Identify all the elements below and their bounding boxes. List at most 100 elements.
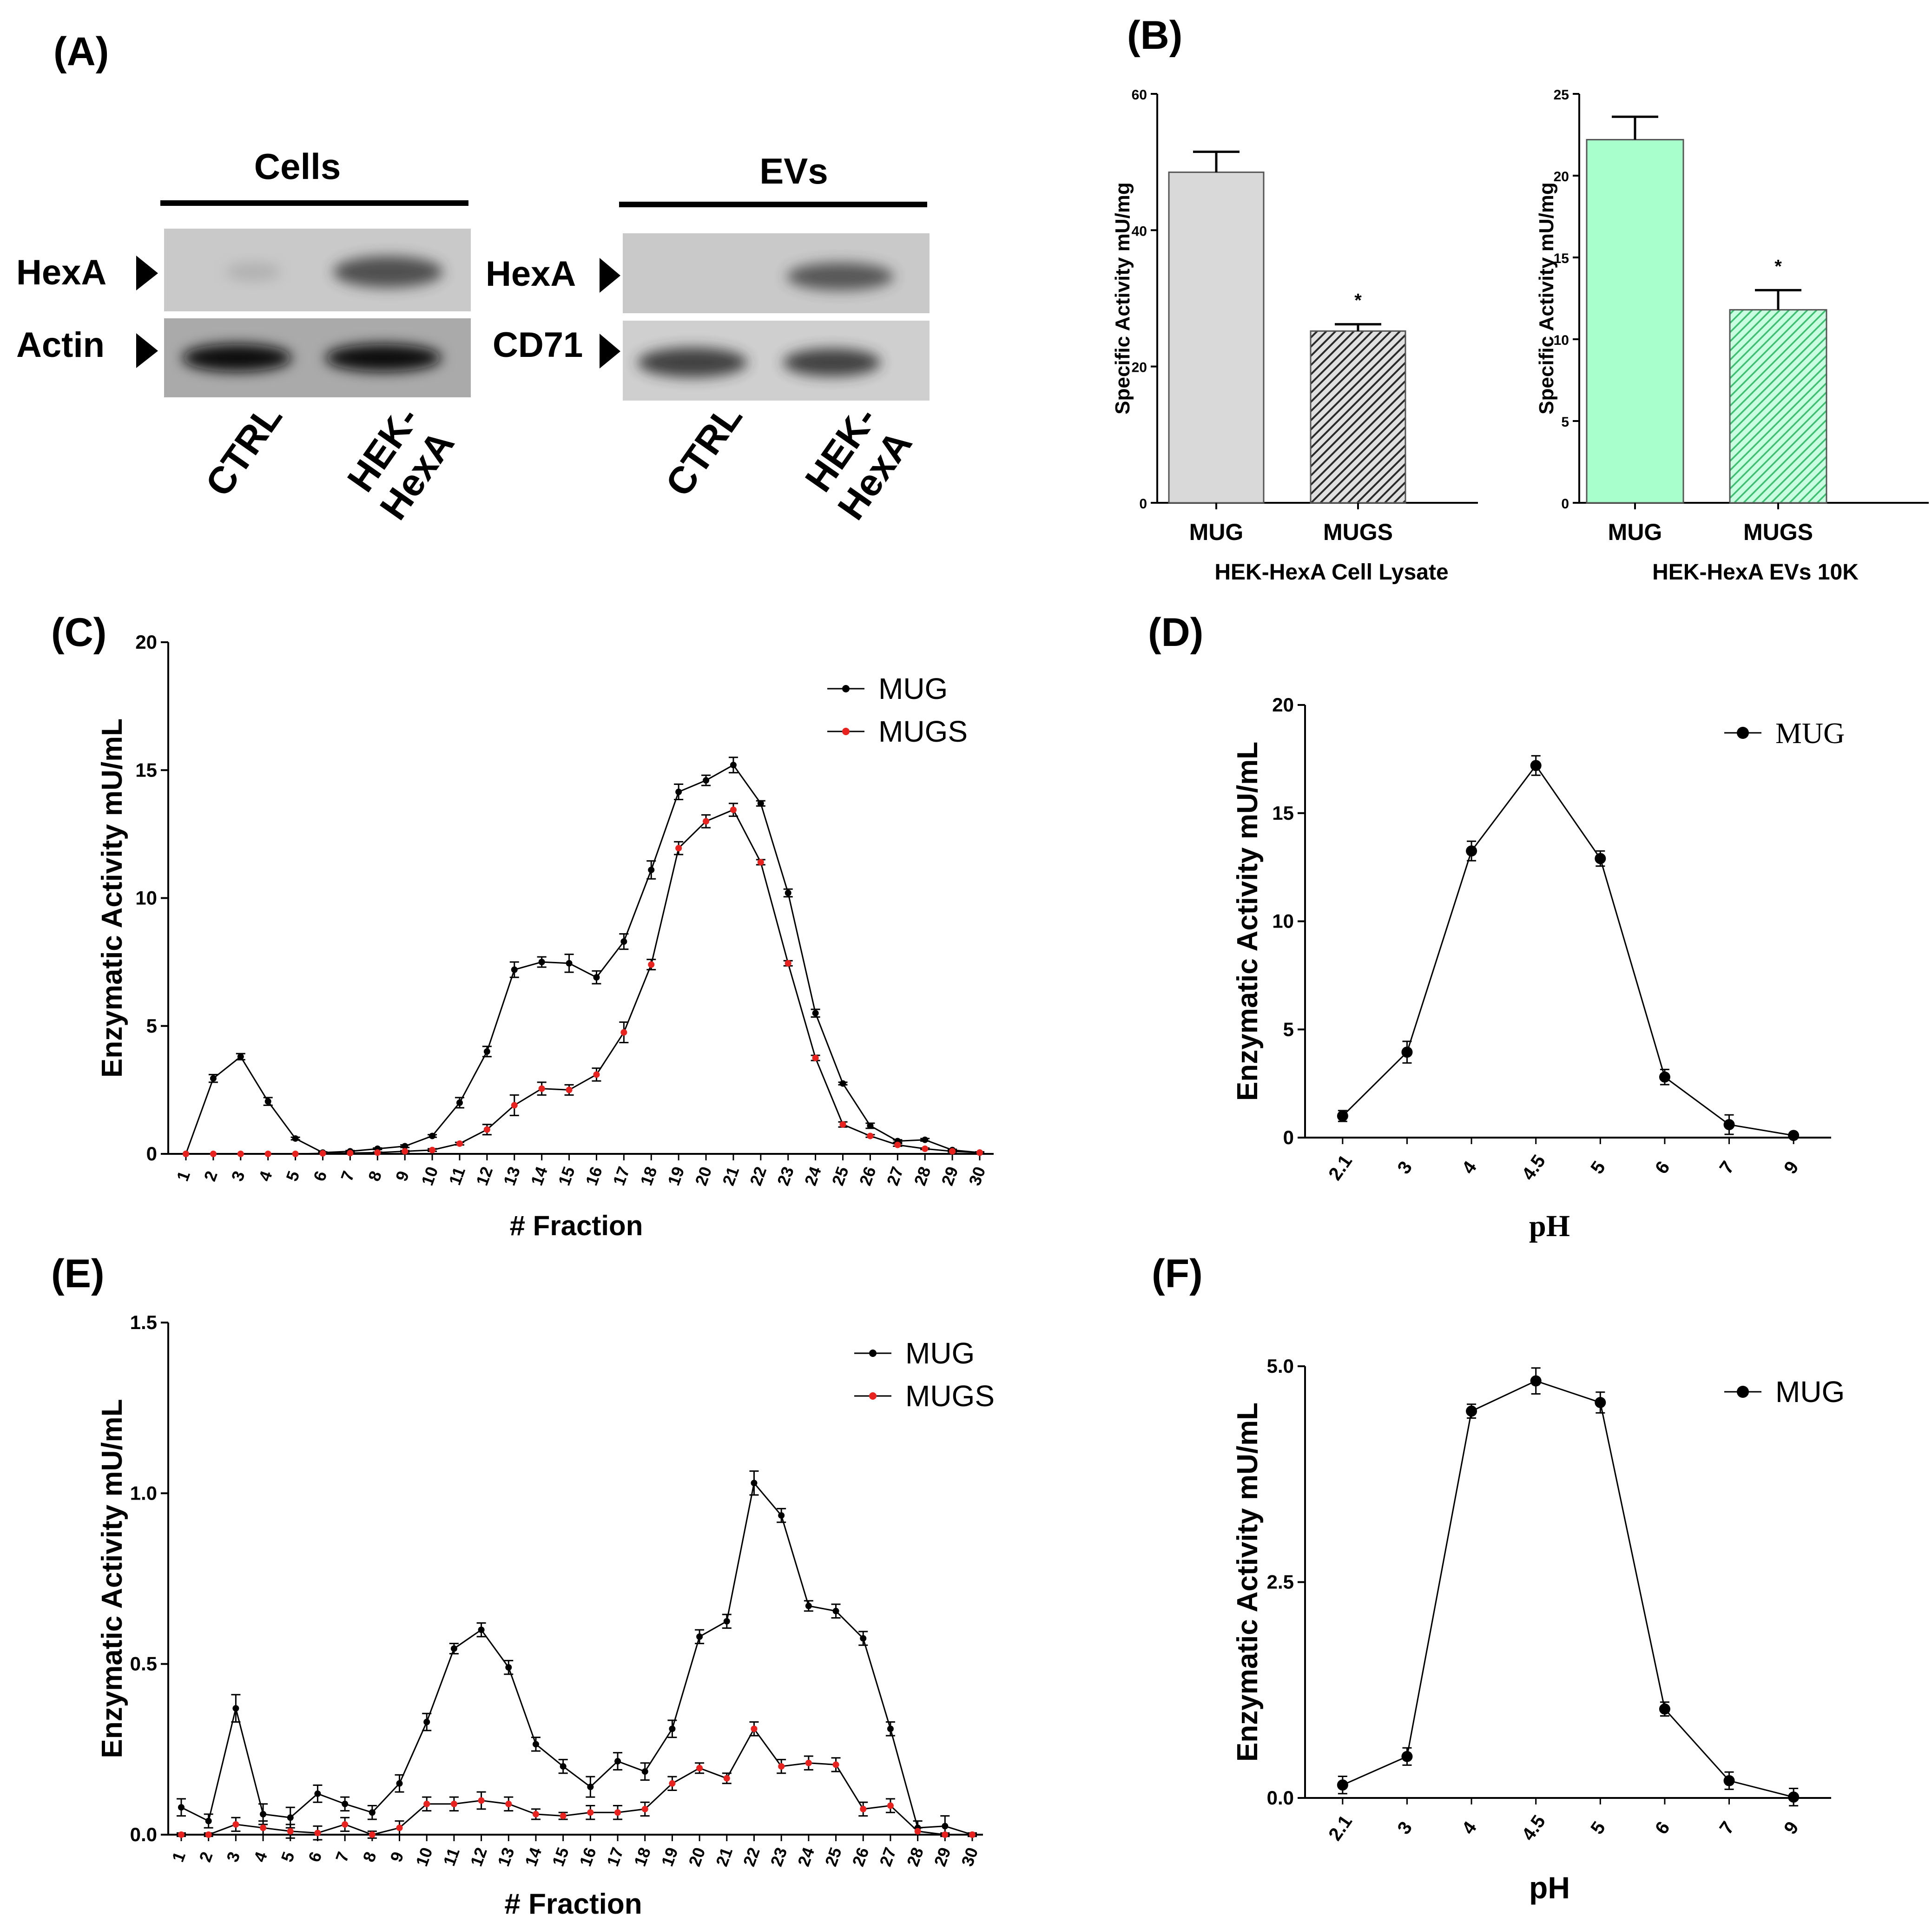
- data-point-mug: [696, 1633, 703, 1640]
- x-tick-label: 4: [255, 1168, 276, 1184]
- chart-b-evs-10k: 0 5 10 15 20 25 MUG * MUGS HEK-HexA EVs 10K Specif…: [1535, 87, 1929, 585]
- y-tick-label: 0: [1139, 496, 1147, 512]
- data-point-mug: [620, 938, 627, 945]
- data-point-mug: [1595, 1397, 1606, 1409]
- data-point-mugs: [483, 1126, 490, 1133]
- panel-e-label: (E): [51, 1251, 105, 1296]
- x-tick-label: 21: [712, 1845, 736, 1869]
- panel-a-label: (A): [53, 29, 109, 74]
- data-point-mug: [560, 1763, 567, 1770]
- y-tick-label: 15: [1554, 251, 1569, 266]
- data-point-mug: [593, 974, 600, 981]
- data-point-mug: [205, 1817, 212, 1824]
- data-point-mug: [423, 1718, 430, 1725]
- y-axis-title: Specific Activity mU/mg: [1535, 182, 1558, 415]
- x-tick-label: 9: [392, 1168, 413, 1184]
- evs-title: EVs: [759, 151, 828, 191]
- bar-mugs: [1729, 309, 1827, 504]
- data-point-mugs: [237, 1151, 244, 1157]
- series-line-mug: [1342, 764, 1794, 1136]
- data-point-mug: [292, 1135, 299, 1142]
- data-point-mug: [751, 1480, 758, 1487]
- y-tick-label: 0: [146, 1143, 157, 1165]
- series-line-mug: [1342, 1380, 1794, 1798]
- x-tick-label: 7: [1715, 1818, 1738, 1838]
- legend-marker: [842, 728, 850, 735]
- x-tick-label: MUG: [1189, 519, 1244, 545]
- x-tick-label: 12: [472, 1164, 496, 1188]
- x-tick-label: 4: [250, 1849, 271, 1864]
- chart-b-cell-lysate: 0 20 40 60 MUG * MUGS HEK-HexA Cell Lysate Speci…: [1111, 87, 1478, 585]
- x-tick-label: 4.5: [1518, 1811, 1550, 1844]
- data-point-mug: [1723, 1775, 1735, 1786]
- legend-marker: [1737, 1386, 1749, 1398]
- data-point-mug: [483, 1048, 490, 1055]
- cells-row-actin-arrow: [136, 333, 158, 368]
- data-point-mug: [641, 1768, 648, 1775]
- x-tick-label: 22: [746, 1164, 770, 1188]
- data-point-mug: [232, 1705, 239, 1712]
- legend-label-mug: MUG: [1775, 1375, 1845, 1409]
- cells-hexa-band: [333, 256, 443, 288]
- data-point-mugs: [396, 1824, 403, 1831]
- data-point-mugs: [314, 1830, 321, 1837]
- data-point-mugs: [538, 1085, 545, 1092]
- data-point-mugs: [511, 1102, 518, 1109]
- x-tick-label: 3: [1393, 1158, 1416, 1178]
- data-point-mug: [566, 960, 573, 967]
- data-point-mugs: [287, 1828, 294, 1835]
- x-tick-label: 29: [937, 1164, 962, 1188]
- data-point-mugs: [402, 1148, 409, 1155]
- data-point-mugs: [778, 1763, 785, 1770]
- significance-marker: *: [1774, 256, 1782, 277]
- x-tick-label: 1: [168, 1849, 189, 1864]
- x-axis-title: pH: [1529, 1209, 1570, 1243]
- panel-d-label: (D): [1148, 610, 1203, 655]
- x-tick-label: 10: [412, 1845, 436, 1869]
- data-point-mug: [450, 1645, 457, 1652]
- data-point-mug: [396, 1780, 403, 1787]
- x-tick-label: 16: [582, 1164, 606, 1188]
- data-point-mugs: [620, 1029, 627, 1036]
- data-point-mugs: [205, 1831, 212, 1838]
- data-point-mugs: [675, 845, 682, 852]
- x-axis-title: pH: [1529, 1870, 1570, 1905]
- data-point-mugs: [319, 1150, 326, 1157]
- x-tick-label: 8: [364, 1168, 385, 1184]
- data-point-mug: [314, 1790, 321, 1797]
- x-tick-label: 3: [227, 1168, 248, 1184]
- x-tick-label: 28: [910, 1164, 934, 1188]
- x-tick-label: 20: [685, 1845, 709, 1869]
- x-tick-label: 10: [417, 1164, 442, 1188]
- x-tick-label: 5: [1587, 1818, 1609, 1838]
- data-point-mug: [587, 1784, 594, 1791]
- data-point-mug: [832, 1607, 839, 1614]
- x-tick-label: MUGS: [1743, 519, 1813, 545]
- data-point-mug: [178, 1804, 185, 1811]
- data-point-mug: [778, 1512, 785, 1519]
- y-tick-label: 15: [135, 759, 157, 781]
- data-point-mug: [839, 1080, 846, 1087]
- y-tick-label: 5: [1561, 415, 1569, 430]
- y-tick-label: 0.5: [130, 1653, 157, 1675]
- data-point-mugs: [505, 1800, 512, 1807]
- x-tick-label: 4: [1458, 1817, 1481, 1838]
- data-point-mugs: [450, 1800, 457, 1807]
- data-point-mug: [478, 1626, 485, 1633]
- panel-c-label: (C): [51, 610, 106, 655]
- x-tick-label: 23: [773, 1164, 798, 1188]
- data-point-mugs: [942, 1831, 949, 1838]
- data-point-mugs: [292, 1151, 299, 1157]
- data-point-mug: [669, 1725, 676, 1732]
- x-tick-label: 25: [821, 1845, 845, 1869]
- data-point-mug: [369, 1809, 376, 1816]
- x-tick-label: 26: [856, 1164, 880, 1188]
- data-point-mugs: [703, 818, 710, 825]
- data-point-mugs: [560, 1812, 567, 1819]
- data-point-mug: [264, 1098, 271, 1105]
- data-point-mug: [505, 1664, 512, 1671]
- y-tick-label: 5.0: [1267, 1355, 1294, 1377]
- data-point-mugs: [723, 1775, 730, 1782]
- legend-marker: [842, 685, 850, 692]
